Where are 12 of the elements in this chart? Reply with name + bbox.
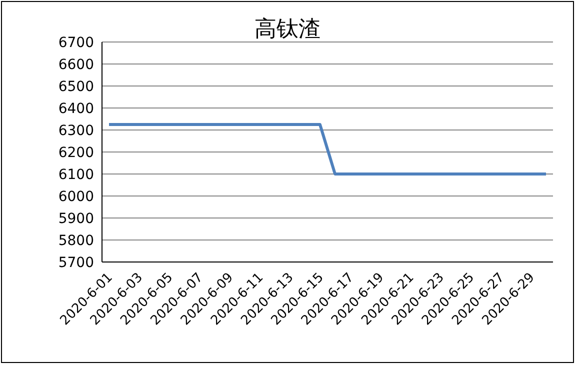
y-tick-label: 5800 bbox=[58, 232, 94, 249]
chart-title: 高钛渣 bbox=[254, 17, 320, 42]
y-tick-label: 6500 bbox=[58, 78, 94, 95]
y-tick-label: 6100 bbox=[58, 166, 94, 183]
y-tick-label: 5700 bbox=[58, 254, 94, 271]
y-tick-label: 6200 bbox=[58, 144, 94, 161]
y-tick-label: 6700 bbox=[58, 34, 94, 51]
y-tick-label: 6600 bbox=[58, 56, 94, 73]
y-tick-label: 6400 bbox=[58, 100, 94, 117]
y-tick-label: 6300 bbox=[58, 122, 94, 139]
y-tick-label: 5900 bbox=[58, 210, 94, 227]
y-tick-label: 6000 bbox=[58, 188, 94, 205]
